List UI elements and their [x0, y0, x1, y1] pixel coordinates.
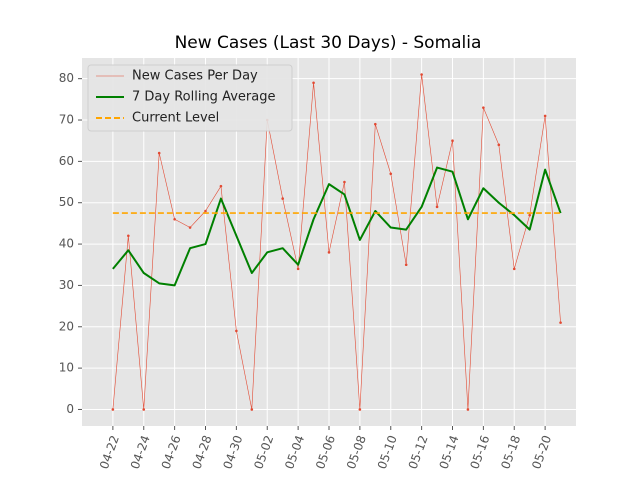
data-point	[327, 251, 331, 254]
x-tick-label: 04-24	[128, 433, 153, 471]
legend-label: New Cases Per Day	[132, 69, 258, 84]
legend-box	[87, 64, 293, 132]
x-tick-label: 05-04	[282, 433, 307, 471]
data-point	[111, 408, 115, 411]
data-point	[497, 143, 501, 147]
y-tick-label: 20	[59, 319, 74, 333]
x-tick-label: 04-28	[190, 433, 215, 471]
data-point	[451, 139, 454, 142]
series-line	[112, 74, 561, 410]
data-point	[374, 122, 377, 126]
data-point	[466, 408, 470, 411]
data-point	[235, 329, 238, 333]
x-tick-label: 04-22	[97, 433, 122, 471]
data-point	[389, 172, 393, 176]
x-tick-label: 05-12	[406, 433, 431, 471]
y-tick-label: 60	[59, 154, 74, 168]
x-tick-label: 05-10	[375, 433, 400, 471]
data-point	[528, 213, 531, 217]
data-point	[404, 263, 408, 267]
data-point	[188, 226, 192, 229]
data-point	[420, 73, 423, 76]
data-point	[250, 408, 254, 411]
x-tick-label: 05-08	[344, 433, 369, 471]
y-tick-label: 10	[59, 361, 74, 375]
legend-label: 7 Day Rolling Average	[132, 90, 275, 105]
data-point	[127, 234, 130, 238]
data-point	[435, 205, 439, 209]
data-point	[281, 197, 284, 200]
series-line	[112, 166, 562, 287]
y-tick-label: 50	[59, 195, 74, 209]
data-point	[157, 151, 161, 155]
data-point	[543, 114, 547, 118]
y-tick-label: 40	[59, 237, 74, 251]
data-point	[204, 209, 207, 213]
data-point	[312, 81, 315, 85]
data-point	[173, 217, 176, 221]
x-tick-label: 05-14	[437, 433, 462, 471]
y-tick-label: 0	[66, 402, 74, 416]
y-tick-label: 30	[59, 278, 74, 292]
data-point	[142, 408, 146, 411]
data-point	[512, 267, 516, 271]
data-point	[296, 267, 300, 271]
y-tick-label: 80	[59, 71, 74, 85]
x-tick-label: 05-18	[498, 433, 523, 471]
x-tick-label: 05-20	[529, 433, 554, 471]
x-tick-label: 04-26	[159, 433, 184, 471]
data-point	[219, 184, 223, 188]
chart-title: New Cases (Last 30 Days) - Somalia	[175, 33, 482, 53]
x-tick-label: 05-02	[251, 433, 276, 471]
x-tick-label: 05-16	[467, 433, 492, 471]
data-point	[559, 321, 562, 324]
legend-label: Current Level	[132, 111, 219, 126]
data-point	[358, 408, 362, 411]
data-point	[343, 180, 346, 184]
data-point	[482, 106, 485, 109]
y-tick-label: 70	[59, 113, 74, 127]
x-tick-label: 04-30	[220, 433, 245, 471]
x-tick-label: 05-06	[313, 433, 338, 471]
